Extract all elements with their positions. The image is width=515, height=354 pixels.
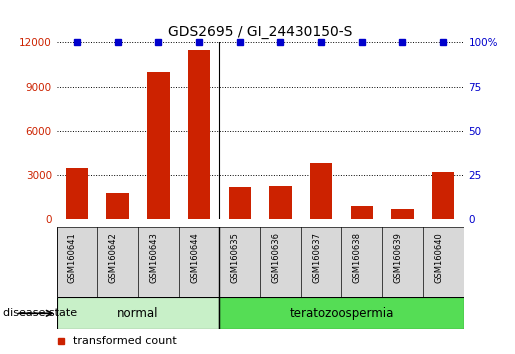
Text: GSM160643: GSM160643	[149, 232, 159, 283]
Bar	[107, 193, 129, 219]
Bar	[66, 168, 88, 219]
Bar	[310, 164, 332, 219]
Text: GSM160638: GSM160638	[353, 232, 362, 283]
Text: normal: normal	[117, 307, 159, 320]
Bar	[432, 172, 454, 219]
Text: GSM160640: GSM160640	[434, 232, 443, 283]
Text: GSM160642: GSM160642	[109, 232, 117, 283]
Text: GSM160644: GSM160644	[190, 232, 199, 283]
Bar	[351, 206, 373, 219]
Bar	[219, 297, 464, 329]
Bar	[147, 72, 169, 219]
Text: GSM160635: GSM160635	[231, 232, 240, 283]
Text: transformed count: transformed count	[73, 336, 177, 346]
Text: disease state: disease state	[3, 308, 77, 318]
Text: GSM160641: GSM160641	[68, 232, 77, 283]
Text: GSM160639: GSM160639	[393, 232, 403, 283]
Bar	[391, 209, 414, 219]
Bar	[229, 187, 251, 219]
Title: GDS2695 / GI_24430150-S: GDS2695 / GI_24430150-S	[168, 25, 352, 39]
Text: GSM160636: GSM160636	[271, 232, 280, 283]
Bar	[269, 185, 291, 219]
Text: GSM160637: GSM160637	[312, 232, 321, 283]
Text: teratozoospermia: teratozoospermia	[289, 307, 393, 320]
Bar	[188, 50, 210, 219]
Bar	[57, 297, 219, 329]
